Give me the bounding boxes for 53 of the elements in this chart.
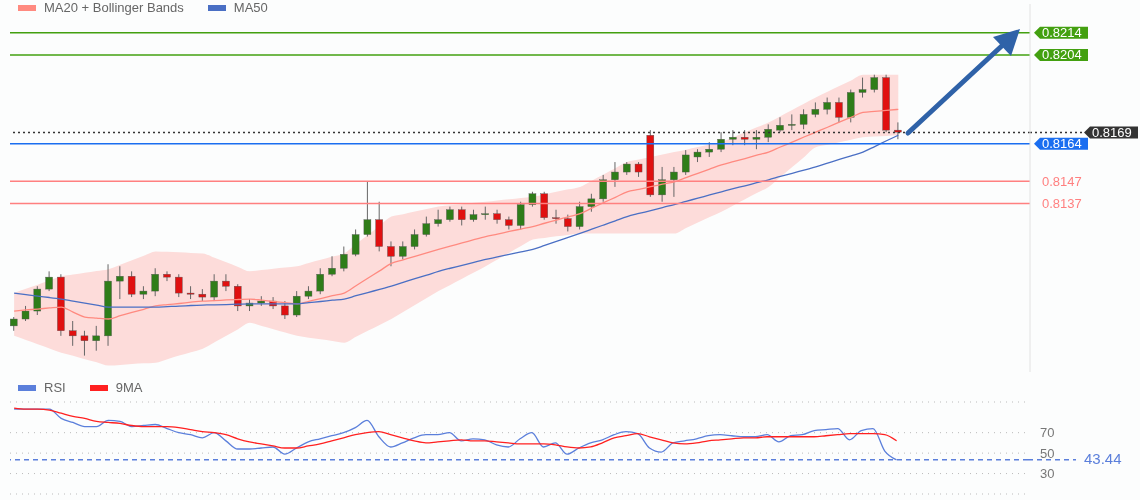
line-series [13,407,898,449]
y-tick-label: 0.8137 [1042,196,1082,212]
candlestick [68,320,77,347]
candlestick [387,240,395,267]
y-tick-label: 0.8214 [1042,25,1082,41]
candlestick [682,149,690,176]
candlestick [340,246,348,272]
candlestick [92,325,100,352]
candlestick [894,121,902,140]
candlestick [222,273,230,292]
candlestick [670,166,678,198]
candlestick [729,129,737,146]
y-tick-label: 70 [1040,425,1055,441]
candlestick [599,174,607,203]
candlestick [316,267,324,295]
candlestick [858,77,867,99]
candlestick [575,201,584,230]
candlestick [45,270,53,292]
candlestick [163,270,171,282]
candlestick [434,209,442,228]
candlestick [210,273,218,302]
candlestick [351,228,360,257]
candlestick [127,270,136,298]
y-tick-label: 0.8164 [1042,136,1082,152]
legend-label: MA20 + Bollinger Bands [44,0,184,15]
candlestick [516,201,525,230]
legend-label: RSI [44,380,66,395]
y-tick-label: 0.8147 [1042,173,1082,189]
legend-label: 9MA [115,380,143,395]
candlestick [458,206,466,226]
candlestick [752,129,761,150]
candlestick [776,116,784,133]
legend-label: MA50 [233,0,268,15]
candlestick [328,255,336,277]
candlestick [493,209,501,225]
ref-line-label: 0.8169 [1092,125,1132,141]
candlestick [175,273,183,298]
y-tick-label: 0.8204 [1042,47,1082,63]
y-tick-label: 50 [1040,445,1055,461]
candlestick [540,191,548,221]
candlestick [151,267,159,297]
y-tick-label: 30 [1040,466,1055,482]
candlestick [422,216,431,238]
candlestick [292,290,301,318]
ref-line-label: 43.44 [1084,450,1122,468]
candlestick [363,181,372,238]
candlestick [80,330,89,357]
candlestick [835,97,843,123]
candlestick [116,265,124,300]
candlestick [611,161,619,188]
candlestick [552,209,560,225]
candlestick [799,108,808,130]
candlestick [410,228,419,250]
